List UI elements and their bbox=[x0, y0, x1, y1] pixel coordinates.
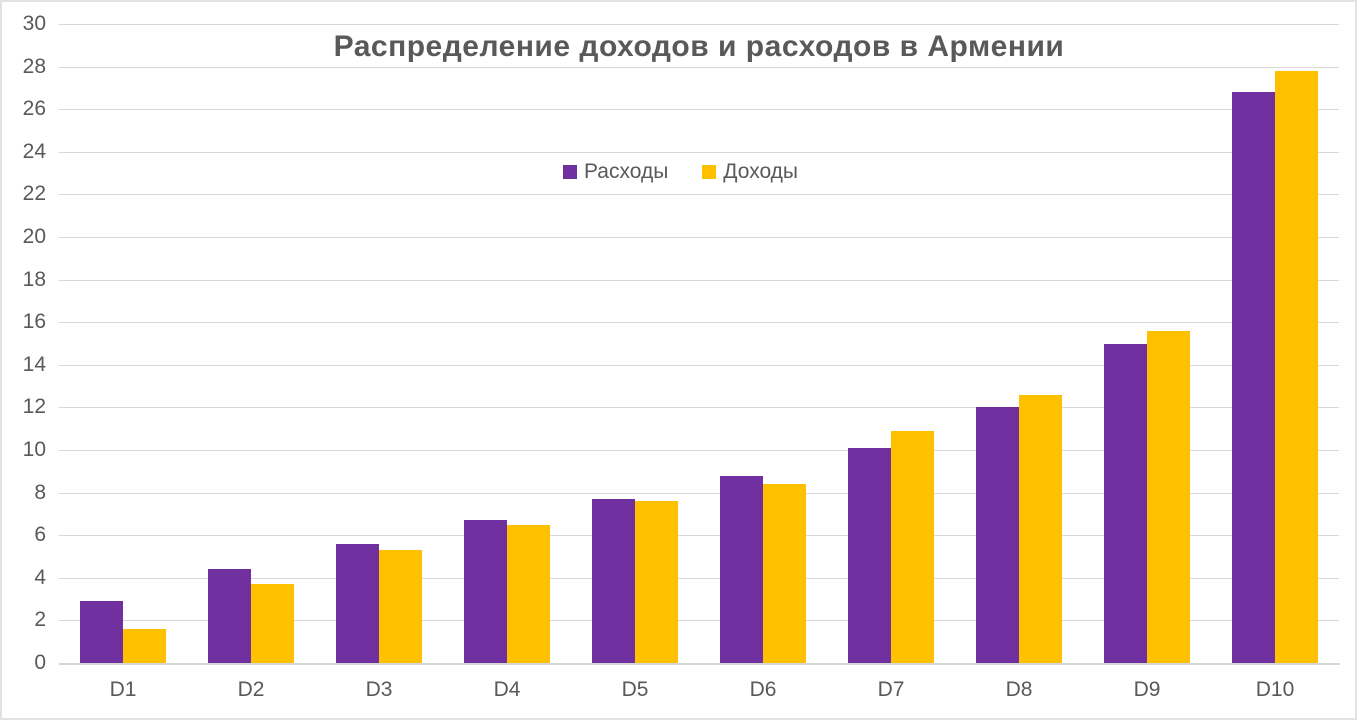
x-axis-tick-label: D9 bbox=[1133, 678, 1161, 701]
gridline bbox=[59, 279, 1339, 281]
x-axis-tick-label: D5 bbox=[621, 678, 649, 701]
gridline bbox=[59, 407, 1339, 409]
x-axis-line bbox=[59, 663, 1340, 665]
bar bbox=[123, 628, 166, 663]
legend-item: Доходы bbox=[702, 160, 798, 184]
bar-group bbox=[1211, 70, 1339, 663]
y-axis-tick-label: 10 bbox=[22, 438, 46, 461]
y-axis-tick-label: 22 bbox=[22, 182, 46, 206]
gridline bbox=[59, 109, 1339, 111]
legend: Расходы Доходы bbox=[2, 160, 1355, 184]
y-axis: 0 2 4 6 8 10 12 14 16 18 20 22 24 26 28 30 bbox=[2, 13, 46, 674]
bar-group bbox=[443, 520, 571, 663]
gridline bbox=[59, 577, 1339, 579]
y-axis-tick-label: 4 bbox=[34, 565, 46, 589]
bar bbox=[1104, 343, 1147, 663]
y-axis-tick-label: 30 bbox=[22, 12, 46, 35]
bar-group bbox=[699, 475, 827, 663]
gridline bbox=[59, 66, 1339, 68]
bar bbox=[507, 524, 550, 663]
y-axis-tick-label: 14 bbox=[22, 352, 46, 376]
bar-group bbox=[1083, 330, 1211, 663]
y-axis-tick-label: 26 bbox=[22, 97, 46, 121]
y-axis-tick-label: 18 bbox=[22, 267, 46, 291]
bar-group bbox=[955, 394, 1083, 663]
x-axis-tick-label: D7 bbox=[877, 678, 905, 701]
x-axis-tick-label: D8 bbox=[1005, 678, 1033, 701]
y-axis-tick-label: 28 bbox=[22, 54, 46, 78]
bar-group bbox=[315, 543, 443, 663]
bar-group bbox=[187, 569, 315, 663]
plot-area bbox=[59, 24, 1339, 663]
legend-label: Доходы bbox=[723, 160, 799, 183]
bar bbox=[891, 430, 934, 663]
bar bbox=[208, 569, 251, 663]
gridline bbox=[59, 364, 1339, 366]
bar bbox=[379, 550, 422, 663]
bar bbox=[976, 407, 1019, 663]
y-axis-tick-label: 24 bbox=[22, 139, 46, 163]
bar bbox=[1019, 394, 1062, 663]
gridline bbox=[59, 492, 1339, 494]
gridline bbox=[59, 151, 1339, 153]
gridline bbox=[59, 237, 1339, 238]
bar bbox=[720, 475, 763, 663]
gridline bbox=[59, 450, 1339, 451]
x-axis-tick-label: D1 bbox=[109, 678, 137, 701]
bar bbox=[1275, 70, 1318, 663]
gridline bbox=[59, 24, 1339, 25]
gridline bbox=[59, 535, 1339, 537]
y-axis-tick-label: 8 bbox=[34, 480, 46, 504]
y-axis-tick-label: 12 bbox=[22, 395, 46, 419]
x-axis-tick-label: D6 bbox=[749, 678, 777, 701]
y-axis-tick-label: 0 bbox=[34, 651, 46, 674]
bar bbox=[251, 584, 294, 663]
bar bbox=[848, 447, 891, 663]
legend-label: Расходы bbox=[583, 160, 669, 183]
bar bbox=[763, 484, 806, 663]
bar-group bbox=[827, 430, 955, 663]
y-axis-tick-label: 20 bbox=[22, 225, 46, 248]
bar-group bbox=[59, 601, 187, 663]
bar bbox=[80, 601, 123, 663]
y-axis-tick-label: 2 bbox=[34, 608, 46, 632]
chart-title: Распределение доходов и расходов в Армен… bbox=[333, 30, 1065, 63]
y-axis-tick-label: 16 bbox=[22, 310, 46, 334]
x-axis-tick-label: D2 bbox=[237, 678, 265, 701]
y-axis-tick-label: 6 bbox=[34, 523, 46, 547]
bar bbox=[592, 499, 635, 663]
bar bbox=[464, 520, 507, 663]
gridline bbox=[59, 322, 1339, 324]
x-axis: D1 D2 D3 D4 D5 D6 D7 D8 D9 D10 bbox=[59, 670, 1339, 710]
bar bbox=[336, 543, 379, 663]
gridline bbox=[59, 620, 1339, 622]
x-axis-tick-label: D3 bbox=[365, 678, 393, 701]
legend-item: Расходы bbox=[562, 160, 669, 184]
gridline bbox=[59, 194, 1339, 196]
bar bbox=[635, 501, 678, 663]
x-axis-tick-label: D4 bbox=[493, 678, 521, 701]
legend-swatch-icon bbox=[562, 165, 577, 179]
x-axis-tick-label: D10 bbox=[1255, 678, 1295, 701]
bar bbox=[1232, 92, 1275, 663]
bar bbox=[1147, 330, 1190, 663]
legend-swatch-icon bbox=[702, 165, 717, 179]
bar-group bbox=[571, 499, 699, 663]
